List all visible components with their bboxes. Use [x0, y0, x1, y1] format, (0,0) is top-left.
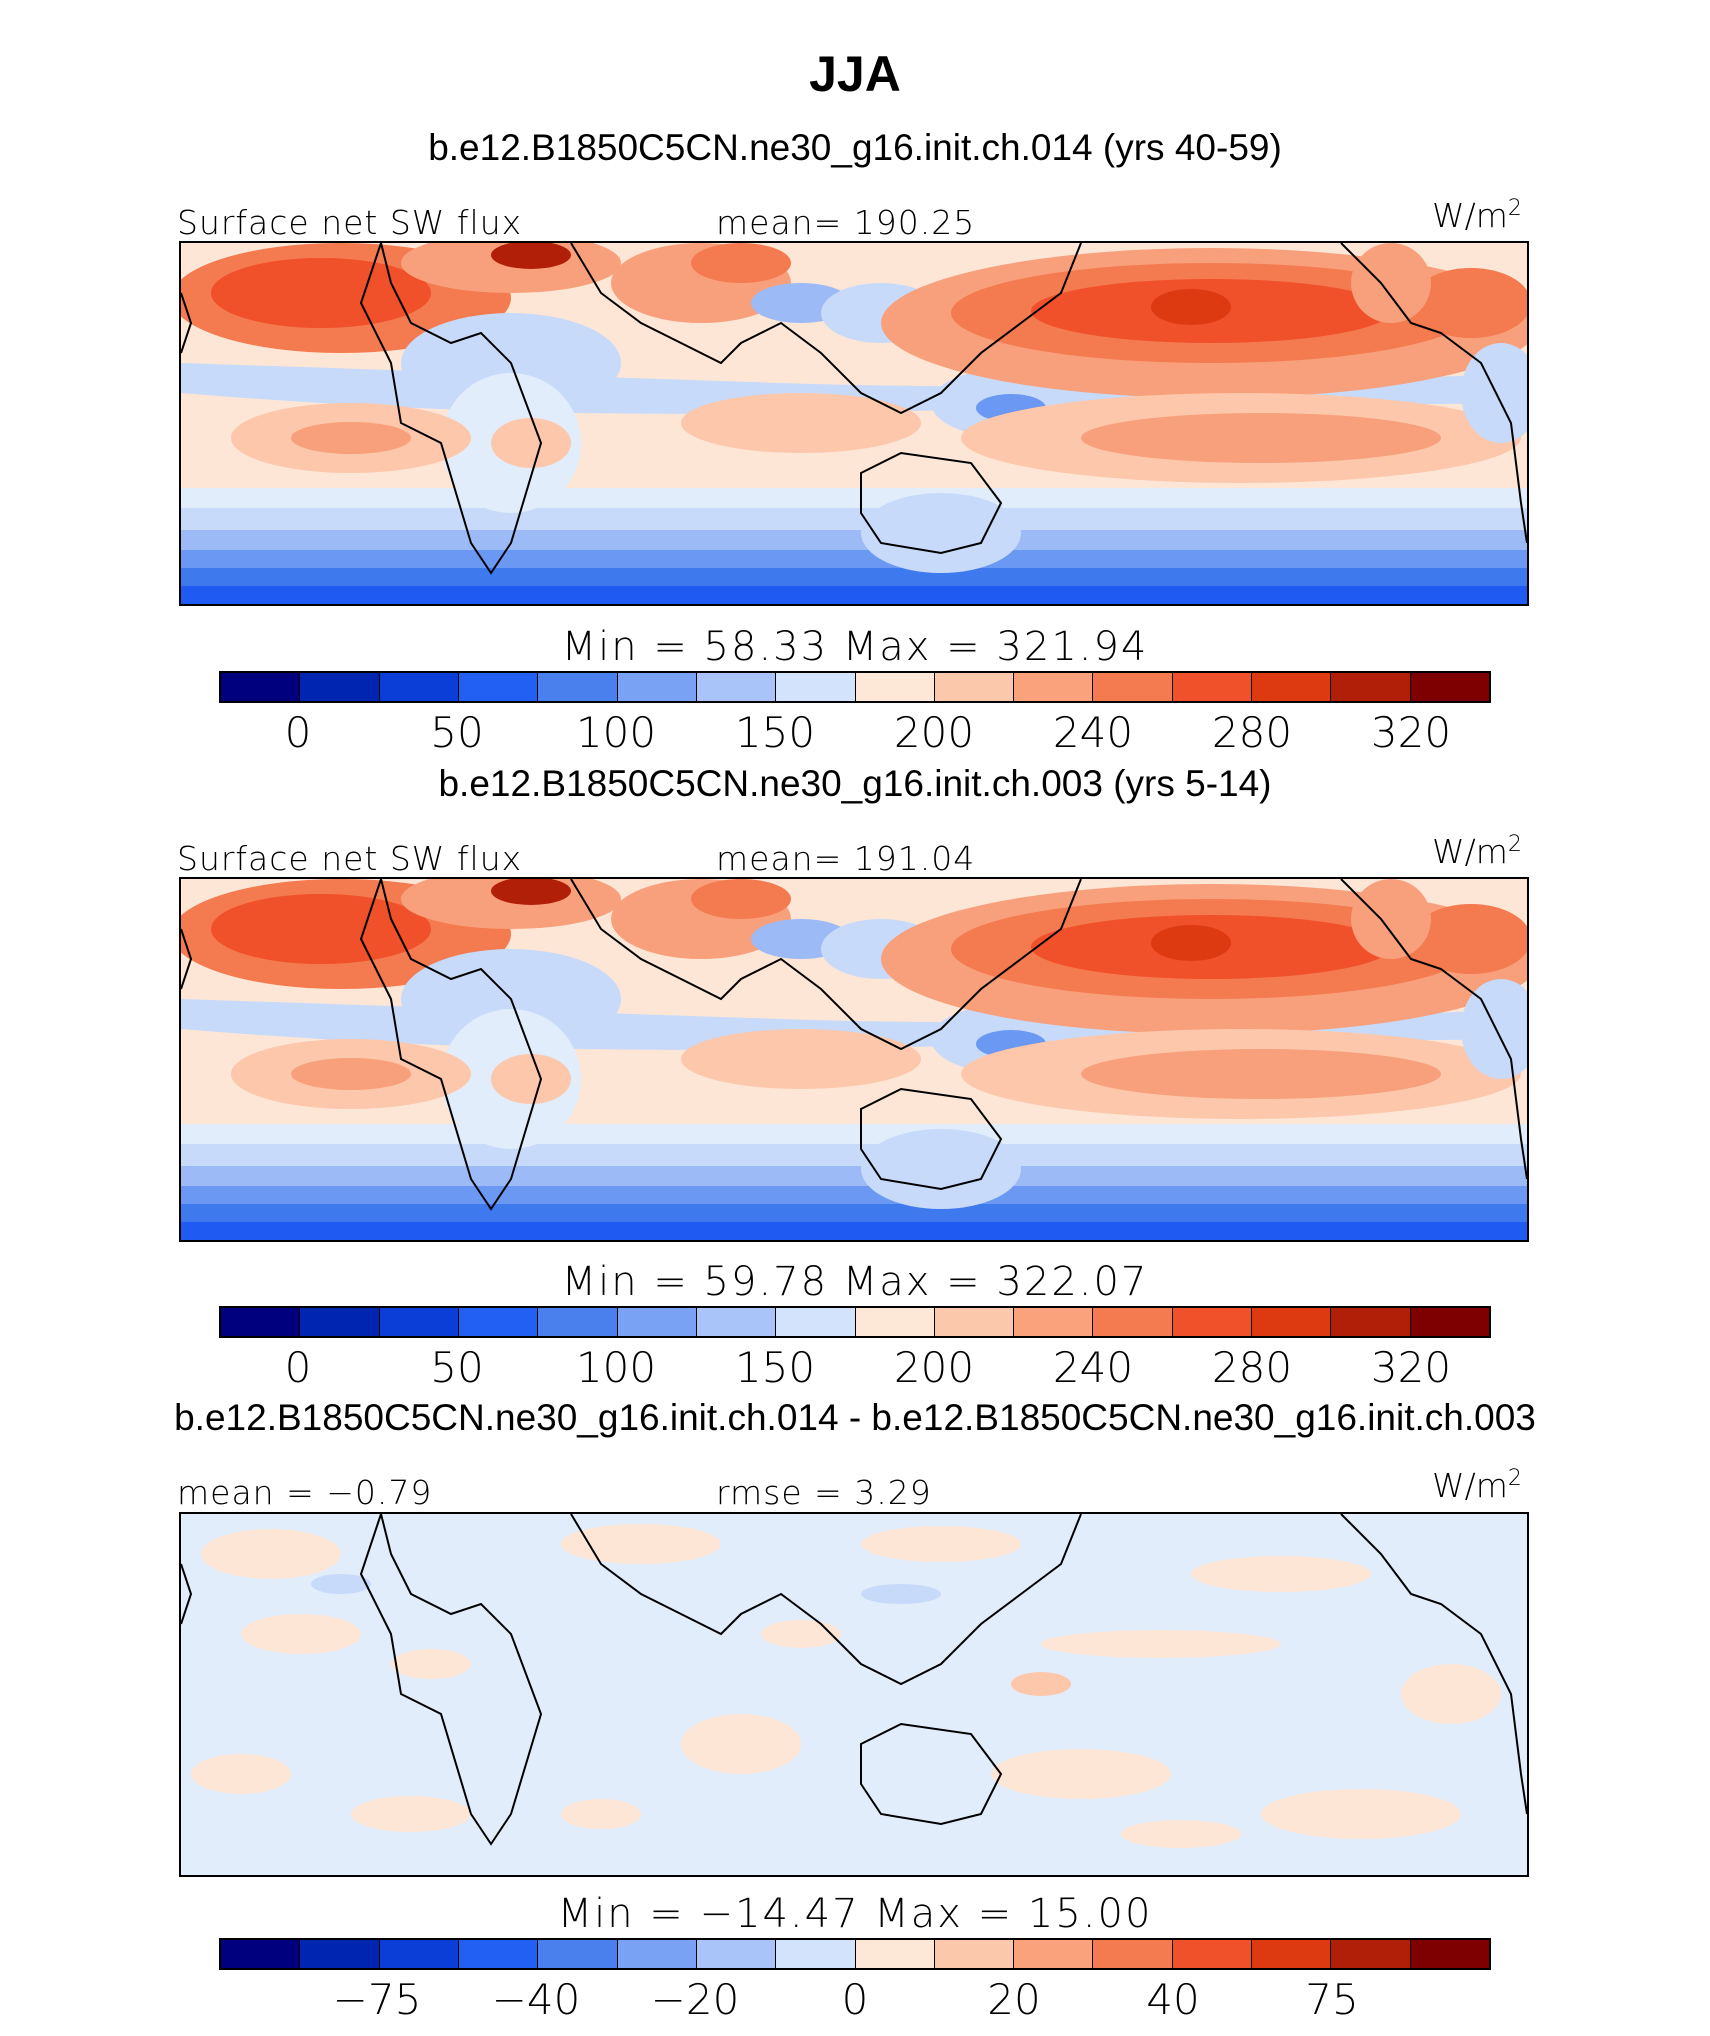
colorbar-cell — [1014, 1308, 1094, 1336]
colorbar-cell — [776, 1940, 856, 1968]
panel3-min-max: Min = −14.47 Max = 15.00 — [557, 1891, 1153, 1937]
panel3-tick: 40 — [1146, 1975, 1200, 2024]
panel2-min-max: Min = 59.78 Max = 322.07 — [561, 1259, 1149, 1305]
panel2-mean-label: mean= 191.04 — [716, 839, 976, 878]
colorbar-cell — [1172, 673, 1253, 701]
panel1-tick: 200 — [893, 708, 975, 757]
colorbar-cell — [1410, 673, 1489, 701]
panel3-tick: −20 — [650, 1975, 740, 2024]
panel1-tick: 50 — [430, 708, 484, 757]
colorbar-cell — [221, 673, 301, 701]
colorbar-cell — [696, 1940, 777, 1968]
colorbar-cell — [776, 1308, 856, 1336]
panel2-tick: 320 — [1370, 1343, 1452, 1392]
colorbar-cell — [1093, 1940, 1173, 1968]
panel2-tick: 240 — [1052, 1343, 1134, 1392]
panel3-tick: −40 — [491, 1975, 581, 2024]
colorbar-cell — [934, 1308, 1015, 1336]
panel1-title: b.e12.B1850C5CN.ne30_g16.init.ch.014 (yr… — [428, 127, 1282, 168]
colorbar-cell — [617, 1940, 697, 1968]
panel2-tick: 0 — [284, 1343, 312, 1392]
colorbar-cell — [538, 1940, 618, 1968]
panel2-tick: 150 — [734, 1343, 816, 1392]
panel1-tick: 320 — [1370, 708, 1452, 757]
panel1-mean-label: mean= 190.25 — [716, 203, 976, 242]
colorbar-cell — [221, 1308, 301, 1336]
colorbar-cell — [458, 1940, 539, 1968]
colorbar-cell — [855, 1940, 935, 1968]
colorbar-cell — [538, 673, 618, 701]
panel2-map-svg — [181, 879, 1527, 1240]
panel3-tick: −75 — [332, 1975, 422, 2024]
colorbar-cell — [221, 1940, 301, 1968]
colorbar-cell — [379, 1308, 459, 1336]
panel2-tick: 280 — [1211, 1343, 1293, 1392]
colorbar-cell — [934, 673, 1015, 701]
panel3-map-svg — [181, 1514, 1527, 1875]
colorbar-cell — [696, 1308, 777, 1336]
panel1-min-max: Min = 58.33 Max = 321.94 — [561, 624, 1149, 670]
panel2-title: b.e12.B1850C5CN.ne30_g16.init.ch.003 (yr… — [438, 763, 1272, 804]
colorbar-cell — [1014, 1940, 1094, 1968]
panel1-tick: 240 — [1052, 708, 1134, 757]
figure-title: JJA — [809, 46, 901, 102]
colorbar-cell — [1252, 1940, 1332, 1968]
panel1-variable-label: Surface net SW flux — [177, 203, 523, 242]
panel1-colorbar — [219, 671, 1491, 703]
panel3-title: b.e12.B1850C5CN.ne30_g16.init.ch.014 - b… — [174, 1397, 1536, 1438]
colorbar-cell — [538, 1308, 618, 1336]
panel3-tick: 20 — [987, 1975, 1041, 2024]
colorbar-cell — [1172, 1940, 1253, 1968]
panel3-mean-label: mean = −0.79 — [177, 1473, 433, 1512]
colorbar-cell — [1252, 673, 1332, 701]
panel3-map — [179, 1512, 1529, 1877]
panel2-units: W/m2 — [1432, 832, 1522, 871]
colorbar-cell — [934, 1940, 1015, 1968]
colorbar-cell — [617, 673, 697, 701]
colorbar-cell — [1014, 673, 1094, 701]
colorbar-cell — [1093, 1308, 1173, 1336]
panel1-map — [179, 241, 1529, 606]
colorbar-cell — [1093, 673, 1173, 701]
colorbar-cell — [1331, 1940, 1411, 1968]
colorbar-cell — [300, 673, 380, 701]
colorbar-cell — [1172, 1308, 1253, 1336]
panel1-units: W/m2 — [1432, 196, 1522, 235]
panel2-tick: 100 — [575, 1343, 657, 1392]
colorbar-cell — [696, 673, 777, 701]
panel3-tick: 75 — [1305, 1975, 1359, 2024]
panel3-rmse-label: rmse = 3.29 — [716, 1473, 932, 1512]
colorbar-cell — [379, 673, 459, 701]
panel1-tick: 280 — [1211, 708, 1293, 757]
panel2-tick: 200 — [893, 1343, 975, 1392]
panel1-tick: 0 — [284, 708, 312, 757]
colorbar-cell — [300, 1940, 380, 1968]
colorbar-cell — [458, 1308, 539, 1336]
colorbar-cell — [458, 673, 539, 701]
colorbar-cell — [617, 1308, 697, 1336]
panel1-tick: 150 — [734, 708, 816, 757]
colorbar-cell — [855, 1308, 935, 1336]
panel2-map — [179, 877, 1529, 1242]
panel2-variable-label: Surface net SW flux — [177, 839, 523, 878]
colorbar-cell — [379, 1940, 459, 1968]
panel1-map-svg — [181, 243, 1527, 604]
panel1-tick: 100 — [575, 708, 657, 757]
colorbar-cell — [1252, 1308, 1332, 1336]
panel2-colorbar — [219, 1306, 1491, 1338]
colorbar-cell — [1410, 1308, 1489, 1336]
panel3-tick: 0 — [841, 1975, 869, 2024]
colorbar-cell — [1331, 1308, 1411, 1336]
panel3-units: W/m2 — [1432, 1466, 1522, 1505]
colorbar-cell — [1331, 673, 1411, 701]
colorbar-cell — [855, 673, 935, 701]
colorbar-cell — [776, 673, 856, 701]
colorbar-cell — [300, 1308, 380, 1336]
colorbar-cell — [1410, 1940, 1489, 1968]
panel3-colorbar — [219, 1938, 1491, 1970]
panel2-tick: 50 — [430, 1343, 484, 1392]
